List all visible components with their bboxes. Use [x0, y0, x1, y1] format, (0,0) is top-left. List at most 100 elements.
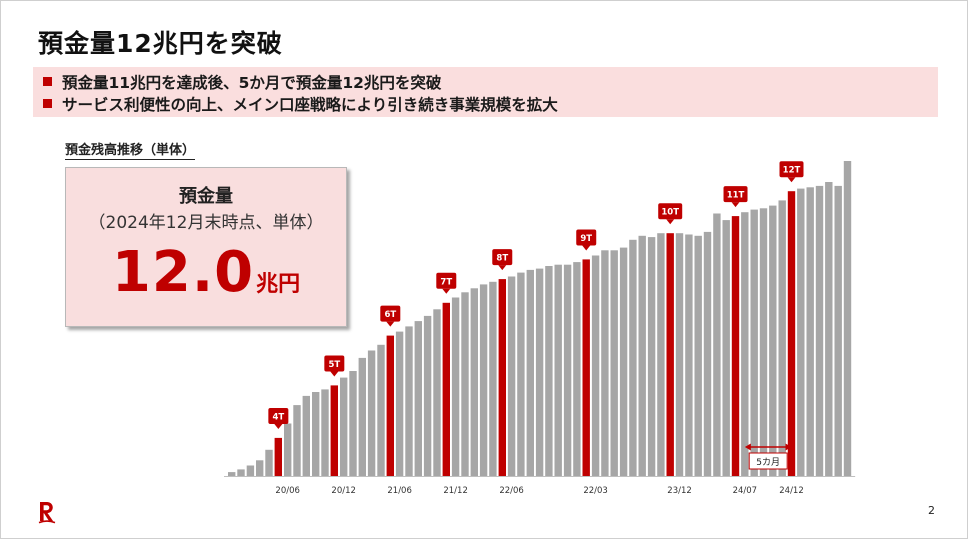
milestone-label: 10T [658, 203, 683, 225]
bar [619, 247, 628, 476]
milestone-label: 6T [380, 305, 401, 327]
chart-title: 預金残高推移（単体） [65, 139, 196, 160]
bar [302, 395, 310, 476]
milestone-label: 7T [436, 272, 457, 294]
kpi-unit: 兆円 [256, 272, 301, 297]
bar [358, 357, 366, 476]
rakuten-logo-icon [38, 501, 56, 524]
bar [489, 281, 497, 477]
bullet-2: サービス利便性の向上、メイン口座戦略により引き続き事業規模を拡大 [43, 93, 558, 115]
bar [293, 405, 301, 476]
bar [554, 264, 562, 476]
bullet-1-text: 預金量11兆円を達成後、5か月で預金量12兆円を突破 [62, 74, 442, 92]
bar [395, 331, 404, 476]
milestone-text: 11T [727, 191, 745, 201]
bar [256, 460, 264, 477]
bar [722, 220, 730, 476]
bar [731, 216, 740, 476]
milestone-label: 12T [779, 161, 804, 183]
milestone-text: 6T [384, 310, 396, 320]
bar [694, 235, 702, 476]
bar [815, 185, 824, 476]
bar [638, 235, 646, 476]
bar [535, 268, 544, 476]
bar [563, 264, 572, 476]
bar [330, 385, 338, 476]
milestone-label: 11T [723, 186, 748, 208]
x-tick-label: 22/06 [499, 486, 524, 496]
x-tick-label: 20/06 [275, 486, 300, 496]
bar [610, 250, 618, 477]
bar [657, 233, 665, 476]
kpi-value: 12.0 [111, 240, 255, 305]
kpi-subtitle: （2024年12月末時点、単体） [88, 213, 324, 233]
x-tick-label: 24/07 [733, 486, 758, 496]
milestone-text: 12T [783, 166, 801, 176]
bar [629, 239, 637, 477]
bar [787, 191, 796, 476]
bar [461, 292, 469, 477]
bullet-square-icon [43, 99, 52, 108]
bar [769, 205, 777, 476]
x-tick-label: 21/06 [387, 486, 412, 496]
milestone-text: 9T [580, 234, 592, 244]
x-tick-label: 23/12 [667, 486, 692, 496]
kpi-label: 預金量 [179, 186, 233, 207]
bar [405, 326, 413, 476]
bar [703, 231, 712, 476]
bar [526, 269, 534, 476]
bar [451, 297, 460, 476]
bar [713, 213, 721, 476]
bar [591, 255, 600, 476]
bar [377, 344, 385, 477]
bar [228, 472, 236, 476]
bar [284, 423, 292, 476]
bar [442, 302, 450, 477]
bar [479, 284, 488, 476]
bar [312, 392, 320, 476]
bar [367, 350, 376, 476]
bar [517, 272, 525, 476]
milestone-label: 4T [268, 407, 289, 429]
bullet-1: 預金量11兆円を達成後、5か月で預金量12兆円を突破 [43, 71, 441, 93]
bars-group [228, 161, 852, 477]
bar [386, 335, 394, 476]
bullet-2-text: サービス利便性の向上、メイン口座戦略により引き続き事業規模を拡大 [62, 96, 558, 114]
bar [237, 469, 245, 476]
bar [843, 161, 852, 476]
summary-panel: 預金量11兆円を達成後、5か月で預金量12兆円を突破 サービス利便性の向上、メイ… [33, 67, 938, 117]
milestone-label: 9T [576, 229, 597, 251]
bar [647, 237, 656, 476]
bar [685, 234, 693, 476]
bar [778, 200, 786, 476]
kpi-card: 預金量 （2024年12月末時点、単体） 12.0兆円 [65, 167, 347, 327]
bar [433, 309, 441, 476]
bar [582, 259, 590, 476]
bullet-square-icon [43, 77, 52, 86]
bar [414, 321, 422, 476]
bar [806, 187, 814, 477]
x-tick-label: 24/12 [779, 486, 804, 496]
bar [340, 377, 348, 476]
milestone-text: 4T [272, 412, 284, 422]
bar [573, 262, 581, 476]
milestone-text: 5T [328, 360, 340, 370]
bar [349, 371, 357, 476]
bar [825, 182, 833, 476]
span-annotation-label: 5カ月 [756, 457, 780, 468]
bar [666, 233, 674, 476]
x-tick-label: 21/12 [443, 486, 468, 496]
bar [265, 449, 273, 477]
bar [741, 212, 749, 476]
milestone-label: 8T [492, 249, 513, 271]
bar [470, 288, 478, 476]
span-annotation: 5カ月 [744, 443, 792, 470]
bar [797, 188, 805, 476]
page-number: 2 [928, 504, 935, 517]
milestone-text: 8T [496, 254, 508, 264]
milestone-label: 5T [324, 355, 345, 377]
bar [274, 437, 282, 476]
bar [423, 315, 432, 476]
bar [834, 185, 842, 476]
milestone-text: 7T [440, 277, 452, 287]
